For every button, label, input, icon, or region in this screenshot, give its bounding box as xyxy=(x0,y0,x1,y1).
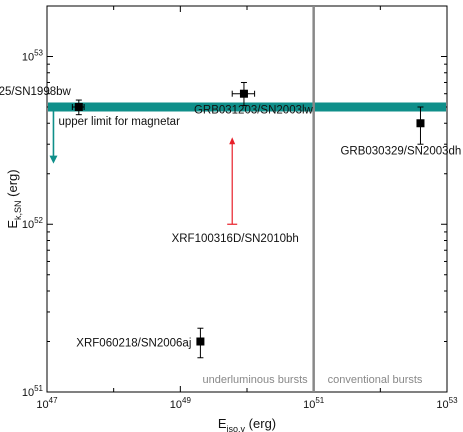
y-tick-label: 1053 xyxy=(22,48,44,63)
magnetar-band xyxy=(48,102,446,112)
magnetar-limit: upper limit for magnetar xyxy=(48,102,446,164)
data-point xyxy=(74,102,83,111)
lower-limit: XRF100316D/SN2010bh xyxy=(172,137,299,245)
x-tick-label: 1051 xyxy=(303,396,325,411)
data-point-label: GRB980425/SN1998bw xyxy=(0,86,72,98)
region-label-underluminous: underluminous bursts xyxy=(202,374,308,386)
data-points: GRB980425/SN1998bw GRB031203/SN2003lw GRB0… xyxy=(0,81,461,359)
y-axis-title: Ek,SN (erg) xyxy=(5,169,23,228)
annotations: Eiso,γ (erg) Ek,SN (erg) xyxy=(5,169,276,432)
data-point xyxy=(239,89,248,98)
data-point-label: XRF060218/SN2006aj xyxy=(76,338,191,350)
data-point-label: GRB030329/SN2003dh xyxy=(340,145,461,157)
axis-ticks: 1047 1049 1051 1053 1051 1052 1053 xyxy=(22,6,458,411)
limit-arrow-head xyxy=(229,137,236,145)
y-tick-label: 1051 xyxy=(22,384,44,399)
data-point xyxy=(196,337,205,346)
data-point xyxy=(416,119,425,128)
x-axis-title: Eiso,γ (erg) xyxy=(218,416,276,432)
magnetar-arrow-head xyxy=(49,155,58,164)
x-tick-label: 1047 xyxy=(36,396,58,411)
x-tick-label: 1049 xyxy=(170,396,192,411)
data-point-label: GRB031203/SN2003lw xyxy=(194,105,314,117)
plot-frame xyxy=(46,5,448,393)
burst-divider: underluminous bursts conventional bursts xyxy=(202,6,423,392)
x-tick-label: 1053 xyxy=(436,396,458,411)
y-tick-label: 1052 xyxy=(22,216,44,231)
magnetar-label: upper limit for magnetar xyxy=(58,116,180,128)
limit-label: XRF100316D/SN2010bh xyxy=(172,233,299,245)
region-label-conventional: conventional bursts xyxy=(328,374,423,386)
